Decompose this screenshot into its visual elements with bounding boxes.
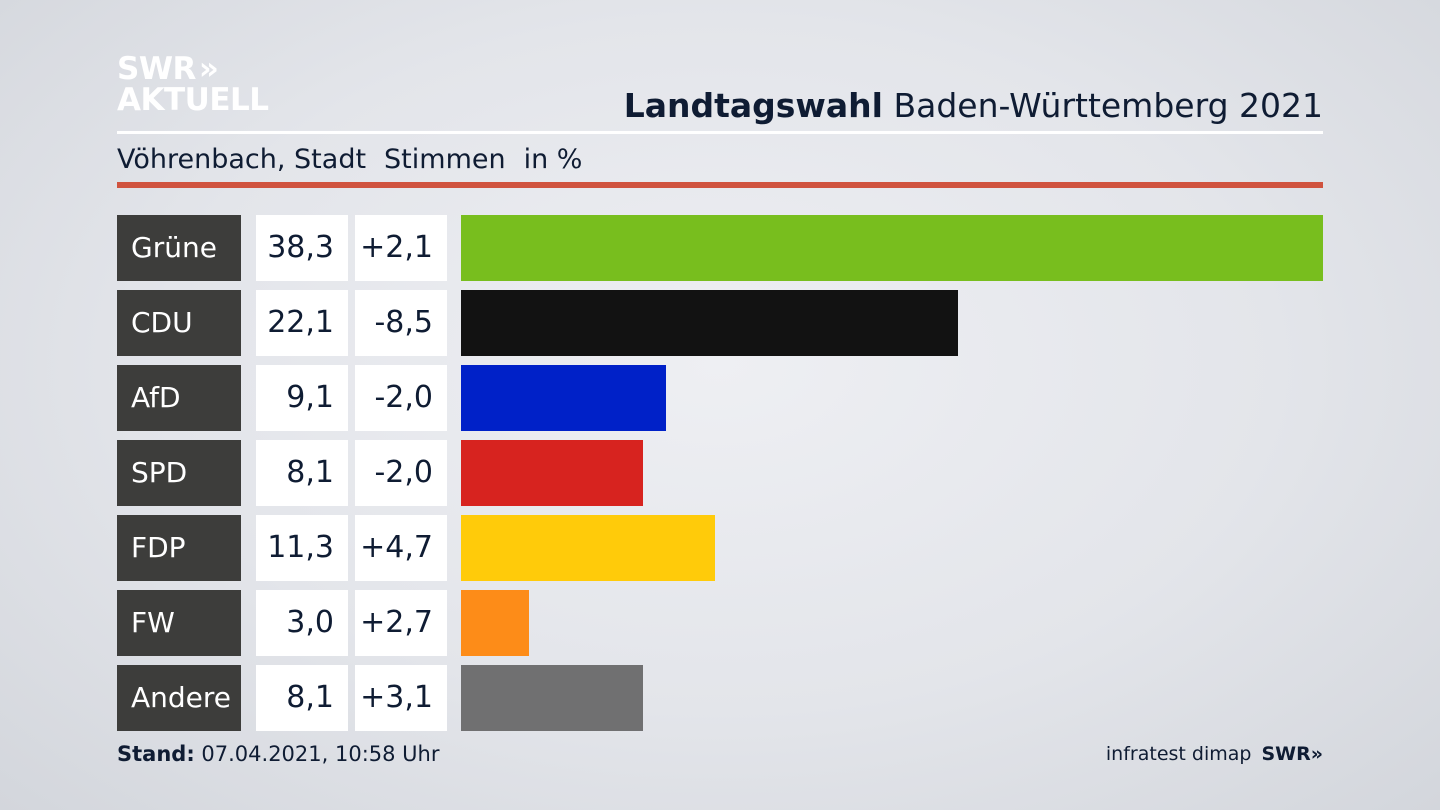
source-text: infratest dimap: [1105, 743, 1252, 765]
logo-swr-text: SWR: [117, 51, 196, 87]
party-label: Grüne: [117, 215, 241, 281]
subtitle-measure: Stimmen: [384, 144, 506, 175]
change-label: +3,1: [355, 665, 447, 731]
title-rest: Baden-Württemberg 2021: [882, 86, 1323, 125]
vote-share-label: 22,1: [256, 290, 348, 356]
party-label: Andere: [117, 665, 241, 731]
bar: [461, 365, 666, 431]
change-label: +2,7: [355, 590, 447, 656]
vote-share-label: 3,0: [256, 590, 348, 656]
title-divider: [117, 131, 1323, 134]
change-label: -2,0: [355, 365, 447, 431]
change-label: -2,0: [355, 440, 447, 506]
party-label: SPD: [117, 440, 241, 506]
bar: [461, 590, 529, 656]
bar-row: FDP 11,3 +4,7: [117, 515, 1323, 581]
timestamp-value: 07.04.2021, 10:58 Uhr: [194, 742, 440, 766]
bar-row: SPD 8,1 -2,0: [117, 440, 1323, 506]
party-label: AfD: [117, 365, 241, 431]
timestamp: Stand: 07.04.2021, 10:58 Uhr: [117, 740, 440, 768]
subtitle-place: Vöhrenbach, Stadt: [117, 144, 367, 175]
timestamp-label: Stand:: [117, 742, 195, 766]
bar: [461, 665, 643, 731]
vote-share-label: 11,3: [256, 515, 348, 581]
swr-small-logo: SWR»: [1261, 743, 1323, 765]
bar: [461, 215, 1323, 281]
logo-aktuell-text: AKTUELL: [117, 82, 269, 118]
vote-share-label: 8,1: [256, 665, 348, 731]
subtitle-divider: [117, 182, 1323, 188]
chart-title: Landtagswahl Baden-Württemberg 2021: [624, 86, 1323, 126]
bar-row: AfD 9,1 -2,0: [117, 365, 1323, 431]
bar-row: FW 3,0 +2,7: [117, 590, 1323, 656]
vote-share-label: 38,3: [256, 215, 348, 281]
chart-subtitle: Vöhrenbach, Stadt Stimmen in %: [117, 143, 600, 177]
subtitle-unit: in %: [523, 144, 583, 175]
bar-row: CDU 22,1 -8,5: [117, 290, 1323, 356]
source-credit: infratest dimap SWR»: [1106, 740, 1323, 768]
vote-share-label: 9,1: [256, 365, 348, 431]
bar: [461, 515, 715, 581]
bar: [461, 290, 958, 356]
party-label: FW: [117, 590, 241, 656]
change-label: +4,7: [355, 515, 447, 581]
bar-row: Grüne 38,3 +2,1: [117, 215, 1323, 281]
title-bold: Landtagswahl: [623, 86, 883, 125]
party-label: CDU: [117, 290, 241, 356]
change-label: +2,1: [355, 215, 447, 281]
swr-aktuell-logo: SWR» AKTUELL: [117, 54, 269, 116]
bar-row: Andere 8,1 +3,1: [117, 665, 1323, 731]
vote-share-label: 8,1: [256, 440, 348, 506]
bar: [461, 440, 643, 506]
change-label: -8,5: [355, 290, 447, 356]
party-label: FDP: [117, 515, 241, 581]
